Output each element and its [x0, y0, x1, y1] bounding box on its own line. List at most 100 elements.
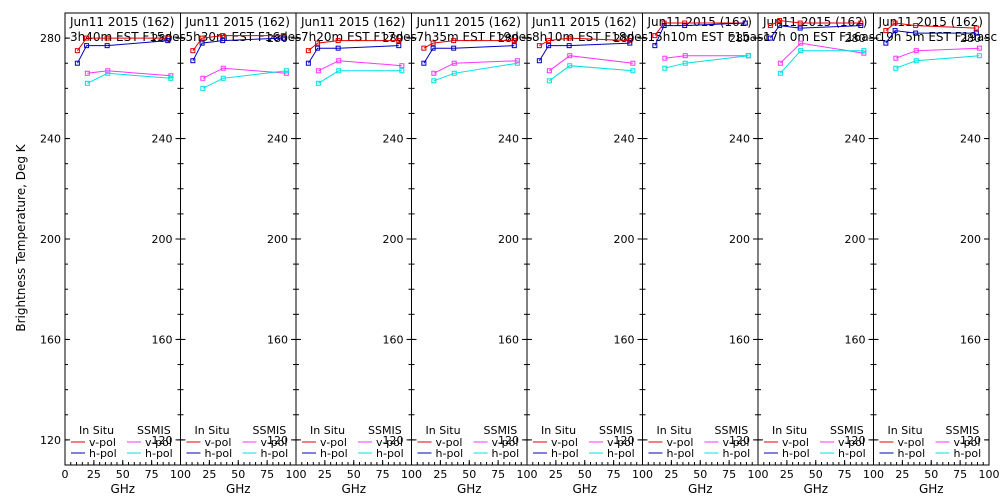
insitu-vpol-point	[682, 20, 688, 26]
ssmis-vpol-point	[913, 48, 919, 54]
y-tick-label: 160	[845, 333, 866, 346]
insitu-hpol-point	[777, 23, 783, 29]
x-tick-label: 100	[517, 468, 538, 481]
insitu-vpol-line	[539, 37, 630, 47]
legend-insitu-header: In Situ	[888, 424, 923, 437]
legend-ssmis-vpol-label: v-pol	[838, 436, 865, 449]
insitu-hpol-point	[190, 58, 196, 64]
y-tick-label: 120	[960, 434, 981, 447]
insitu-hpol-line	[307, 45, 399, 64]
panel-grid: 120 160 200 240 280 0 25 50 75 100 GHz Jun11 2015 (…	[40, 12, 1000, 496]
ssmis-hpol-point	[798, 48, 804, 54]
x-tick-label: 75	[607, 468, 621, 481]
insitu-hpol-point	[511, 43, 517, 49]
panel-title-line1: Jun11 2015 (162)	[762, 15, 867, 29]
panel-title-line2: 3h40m EST F15des	[70, 30, 186, 44]
ssmis-hpol-point	[861, 48, 867, 54]
panel-title-line1: Jun11 2015 (162)	[878, 15, 983, 29]
insitu-hpol-line	[769, 25, 861, 39]
insitu-vpol-point	[430, 40, 436, 46]
panel-title-line2: 15h10m EST F15asc	[648, 30, 770, 44]
insitu-hpol-point	[913, 30, 919, 36]
ssmis-vpol-point	[105, 68, 111, 74]
legend-ssmis-vpol-label: v-pol	[376, 436, 403, 449]
y-tick-label: 160	[152, 333, 173, 346]
y-tick-label: 160	[267, 333, 288, 346]
y-tick-label: 280	[383, 32, 404, 45]
x-tick-label: 75	[838, 468, 852, 481]
panel-title-line1: Jun11 2015 (162)	[531, 15, 636, 29]
y-tick-label-left: 240	[40, 133, 61, 146]
ssmis-hpol-point	[105, 70, 111, 76]
insitu-vpol-line	[423, 40, 515, 49]
insitu-vpol-point	[797, 20, 803, 26]
ssmis-hpol-point	[220, 75, 226, 81]
insitu-vpol-point	[777, 18, 783, 24]
ssmis-hpol-line	[664, 55, 749, 69]
ssmis-hpol-point	[630, 68, 636, 74]
legend-insitu-vpol-label: v-pol	[205, 436, 232, 449]
y-tick-label: 120	[267, 434, 288, 447]
y-tick-label: 160	[614, 333, 635, 346]
insitu-vpol-line	[885, 22, 977, 31]
ssmis-hpol-point	[336, 68, 342, 74]
y-tick-label: 280	[614, 32, 635, 45]
insitu-hpol-point	[546, 43, 552, 49]
panel-title-line2: 17h 0m EST F16asc	[763, 30, 882, 44]
ssmis-vpol-line	[318, 60, 402, 72]
x-tick-label: 0	[62, 468, 69, 481]
insitu-vpol-point	[335, 38, 341, 44]
insitu-vpol-line	[770, 19, 861, 27]
ssmis-vpol-point	[662, 55, 668, 61]
ssmis-hpol-point	[315, 80, 321, 86]
insitu-vpol-point	[892, 20, 898, 26]
legend-ssmis-header: SSMIS	[946, 424, 980, 437]
ssmis-vpol-line	[779, 42, 864, 64]
ssmis-vpol-line	[895, 47, 980, 59]
insitu-vpol-point	[536, 43, 542, 49]
insitu-vpol-point	[652, 33, 658, 39]
x-axis-label: GHz	[457, 482, 482, 496]
ssmis-vpol-point	[893, 55, 899, 61]
x-tick-label: 50	[809, 468, 823, 481]
insitu-hpol-point	[973, 30, 979, 36]
legend-insitu-vpol-label: v-pol	[320, 436, 347, 449]
insitu-vpol-point	[315, 40, 321, 46]
chart-panel-3: 120 160 200 240 280 25 50 75 100 GHz Jun11 2015 (1…	[295, 12, 422, 496]
insitu-vpol-point	[104, 35, 110, 41]
insitu-vpol-line	[76, 37, 168, 51]
x-tick-label: 25	[202, 468, 216, 481]
ssmis-hpol-point	[546, 78, 552, 84]
y-tick-label: 120	[729, 434, 750, 447]
y-tick-label: 160	[498, 333, 519, 346]
x-tick-label: 25	[549, 468, 563, 481]
ssmis-hpol-line	[318, 70, 402, 84]
insitu-hpol-point	[892, 28, 898, 34]
ssmis-vpol-point	[315, 68, 321, 74]
y-tick-label: 240	[267, 133, 288, 146]
x-tick-label: 25	[780, 468, 794, 481]
ssmis-hpol-point	[893, 65, 899, 71]
ssmis-vpol-point	[976, 45, 982, 51]
insitu-hpol-line	[423, 45, 515, 64]
x-tick-label: 50	[924, 468, 938, 481]
insitu-vpol-point	[566, 35, 572, 41]
ssmis-hpol-point	[777, 70, 783, 76]
x-tick-label: 100	[748, 468, 769, 481]
insitu-vpol-line	[192, 35, 284, 51]
insitu-vpol-point	[74, 48, 80, 54]
y-tick-label: 240	[614, 133, 635, 146]
ssmis-vpol-point	[451, 60, 457, 66]
y-tick-label: 160	[729, 333, 750, 346]
ssmis-hpol-point	[913, 58, 919, 64]
x-axis-label: GHz	[226, 482, 251, 496]
ssmis-hpol-line	[779, 50, 864, 74]
ssmis-hpol-point	[283, 68, 289, 74]
legend-insitu-header: In Situ	[541, 424, 576, 437]
insitu-hpol-point	[767, 35, 773, 41]
ssmis-hpol-line	[433, 62, 518, 82]
legend-ssmis-header: SSMIS	[484, 424, 518, 437]
ssmis-vpol-line	[202, 67, 287, 79]
legend-ssmis-hpol-label: h-pol	[261, 447, 289, 460]
x-tick-label: 50	[231, 468, 245, 481]
